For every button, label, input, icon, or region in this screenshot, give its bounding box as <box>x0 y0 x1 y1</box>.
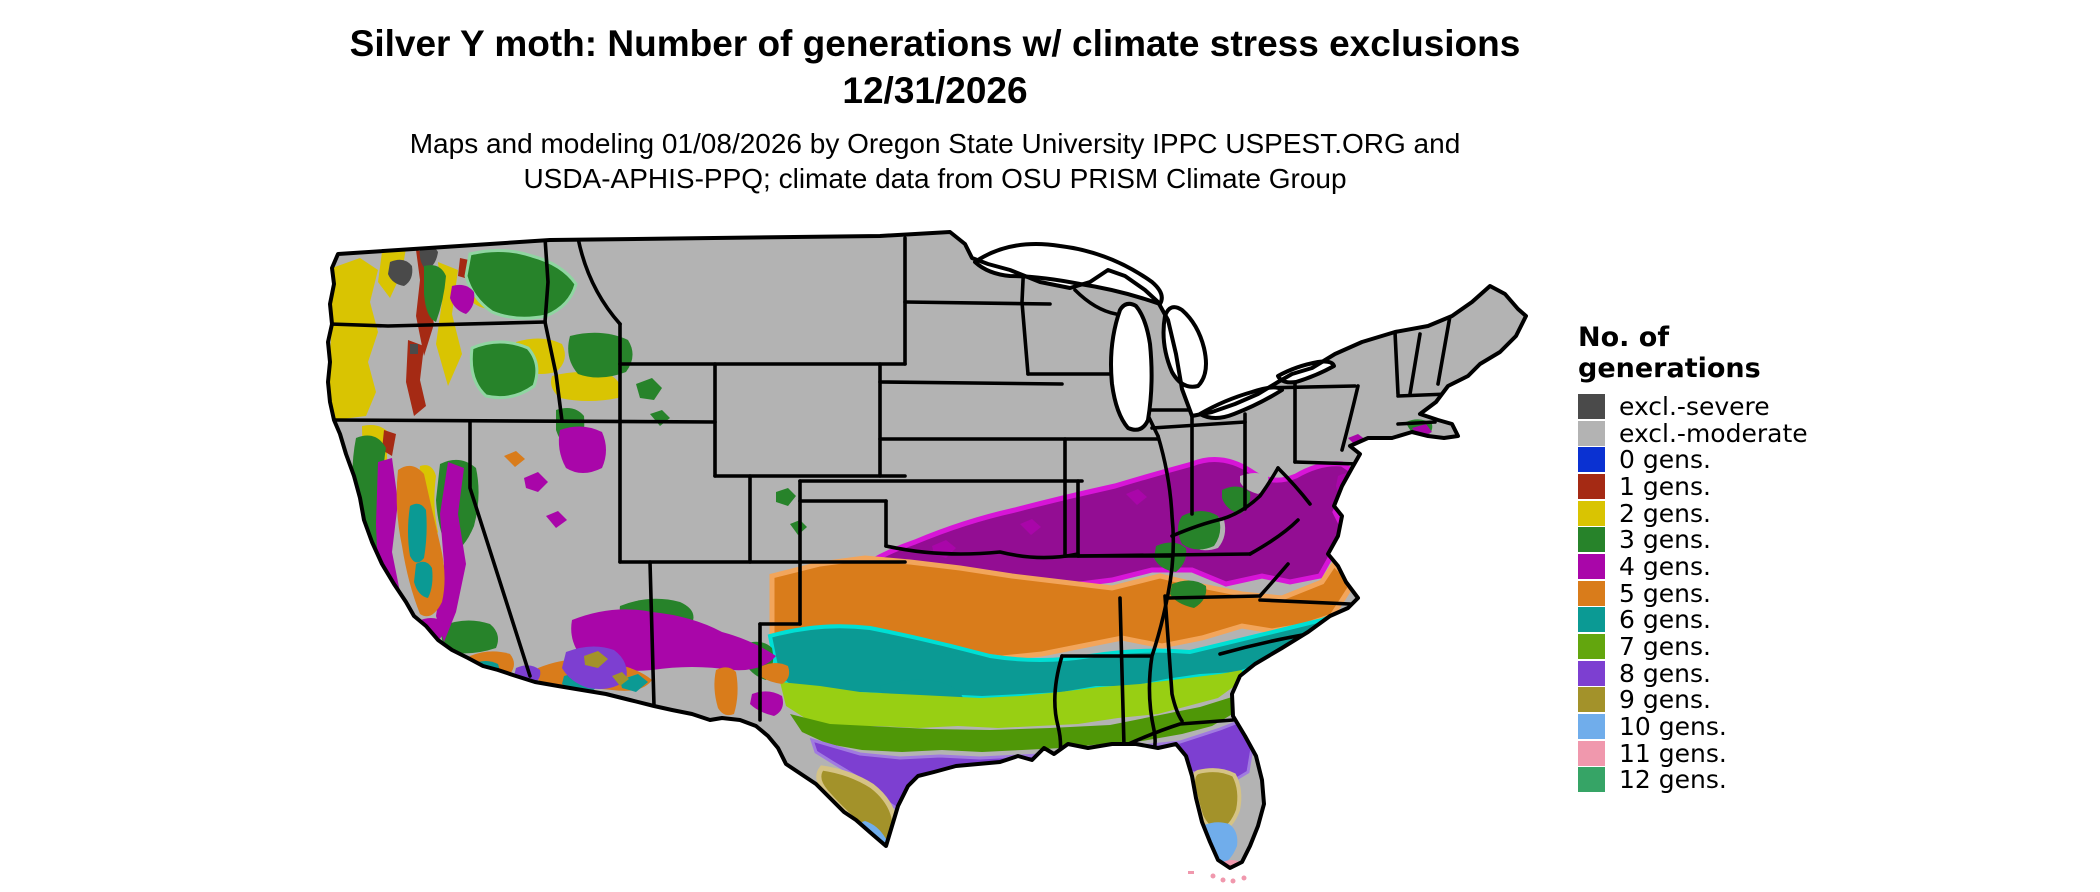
legend-item: 4 gens. <box>1578 551 1878 581</box>
legend-swatch <box>1578 687 1605 713</box>
legend-label: 9 gens. <box>1619 685 1711 715</box>
legend-swatch <box>1578 393 1605 419</box>
map-subtitle: Maps and modeling 01/08/2026 by Oregon S… <box>0 126 1870 196</box>
region-9-gens-west-patches <box>584 651 629 686</box>
legend-label: 12 gens. <box>1619 765 1727 795</box>
legend-label: 2 gens. <box>1619 498 1711 528</box>
map-title-date: 12/31/2026 <box>842 70 1028 111</box>
legend-title-line1: No. of <box>1578 322 1670 353</box>
header: Silver Y moth: Number of generations w/ … <box>0 20 1870 196</box>
us-generations-map <box>320 224 1532 888</box>
legend-label: 6 gens. <box>1619 605 1711 635</box>
legend-swatch <box>1578 473 1605 499</box>
great-lakes <box>973 242 1336 432</box>
legend-swatch <box>1578 714 1605 740</box>
legend-swatch <box>1578 740 1605 766</box>
legend-title-line2: generations <box>1578 353 1761 384</box>
legend-label: excl.-moderate <box>1619 418 1808 448</box>
legend-item: 12 gens. <box>1578 765 1878 795</box>
legend-title: No. of generations <box>1578 322 1878 384</box>
legend-label: 0 gens. <box>1619 445 1711 475</box>
region-7-gens-lime-band <box>780 670 1242 728</box>
legend-item: 3 gens. <box>1578 525 1878 555</box>
legend-label: 5 gens. <box>1619 578 1711 608</box>
map-raster-layers <box>328 232 1526 868</box>
legend-item: excl.-moderate <box>1578 418 1878 448</box>
legend-item: 10 gens. <box>1578 712 1878 742</box>
conus-outline <box>326 230 1528 870</box>
lake-ontario <box>1276 359 1336 385</box>
legend-swatch <box>1578 527 1605 553</box>
legend-swatch <box>1578 634 1605 660</box>
region-severe-exclusion-patches <box>388 244 438 354</box>
legend-item: 8 gens. <box>1578 658 1878 688</box>
legend-swatch <box>1578 447 1605 473</box>
legend-item: 5 gens. <box>1578 578 1878 608</box>
legend-label: 11 gens. <box>1619 738 1727 768</box>
map-subtitle-line2: USDA-APHIS-PPQ; climate data from OSU PR… <box>523 163 1347 194</box>
legend-item: 7 gens. <box>1578 632 1878 662</box>
legend-item: 9 gens. <box>1578 685 1878 715</box>
region-8-gens-west-patches <box>514 646 627 689</box>
legend-label: 10 gens. <box>1619 712 1727 742</box>
legend-item: 6 gens. <box>1578 605 1878 635</box>
lake-michigan <box>1109 301 1154 432</box>
legend-item: excl.-severe <box>1578 391 1878 421</box>
legend-item: 2 gens. <box>1578 498 1878 528</box>
region-11-gens-keys <box>1188 871 1247 884</box>
legend: No. of generations excl.-severe excl.-mo… <box>1578 322 1878 795</box>
legend-swatch <box>1578 420 1605 446</box>
map-subtitle-line1: Maps and modeling 01/08/2026 by Oregon S… <box>409 128 1461 159</box>
legend-swatch <box>1578 607 1605 633</box>
legend-swatch <box>1578 580 1605 606</box>
legend-label: 1 gens. <box>1619 471 1711 501</box>
legend-item: 0 gens. <box>1578 445 1878 475</box>
legend-label: 8 gens. <box>1619 658 1711 688</box>
lake-huron <box>1161 305 1208 389</box>
legend-swatch <box>1578 500 1605 526</box>
map-title-line1: Silver Y moth: Number of generations w/ … <box>349 23 1521 64</box>
legend-item: 11 gens. <box>1578 738 1878 768</box>
legend-label: 4 gens. <box>1619 551 1711 581</box>
legend-swatch <box>1578 767 1605 793</box>
legend-label: 7 gens. <box>1619 632 1711 662</box>
state-borders <box>328 236 1452 774</box>
us-map-svg <box>326 230 1528 884</box>
legend-swatch <box>1578 553 1605 579</box>
legend-item: 1 gens. <box>1578 471 1878 501</box>
legend-label: excl.-severe <box>1619 391 1770 421</box>
legend-swatch <box>1578 660 1605 686</box>
legend-items: excl.-severe excl.-moderate 0 gens. 1 ge… <box>1578 391 1878 795</box>
legend-label: 3 gens. <box>1619 525 1711 555</box>
